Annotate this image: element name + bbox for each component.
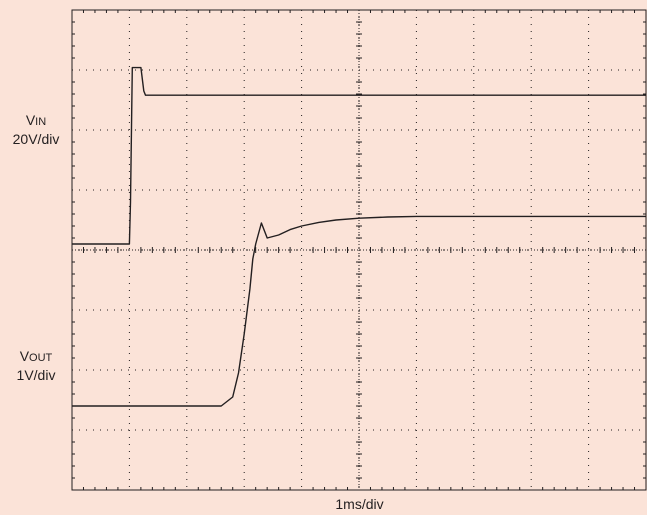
vout-label-sub: OUT	[29, 352, 53, 364]
vin-label-sub: IN	[35, 116, 47, 128]
vin-channel-label: VIN 20V/div	[0, 112, 72, 148]
vin-label-main: V	[25, 112, 36, 128]
time-scale-label: 1ms/div	[335, 496, 384, 512]
grid	[71, 9, 647, 491]
vout-channel-label: VOUT 1V/div	[0, 348, 72, 384]
vout-label-main: V	[19, 348, 30, 364]
trace-vout	[72, 215, 646, 407]
vout-scale-label: 1V/div	[16, 367, 56, 383]
vin-scale-label: 20V/div	[12, 131, 60, 147]
traces	[72, 66, 646, 407]
trace-vin	[72, 66, 646, 245]
